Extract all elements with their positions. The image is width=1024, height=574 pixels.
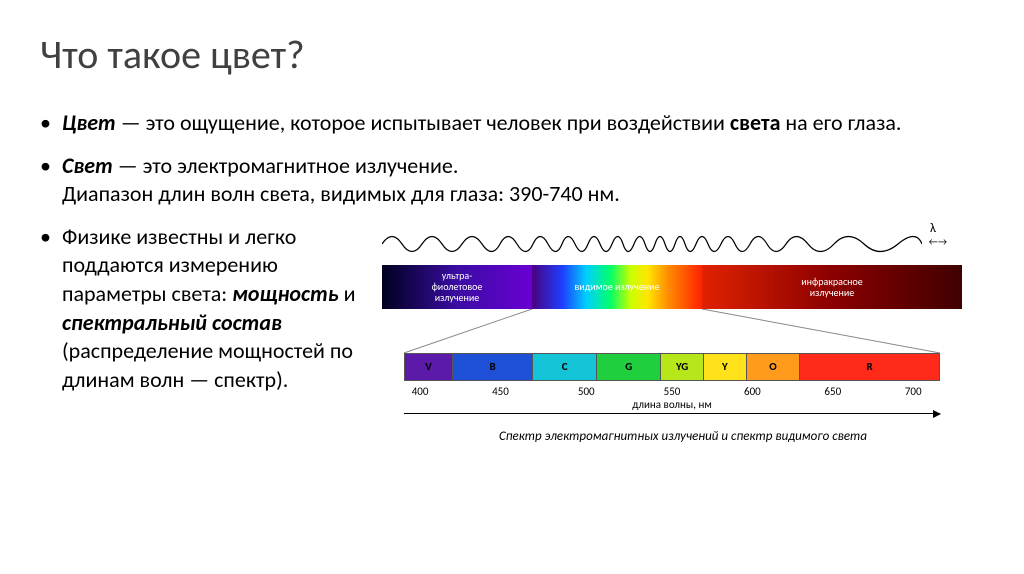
spectrum-figure: λ ← → ультра- фиолетовое излучение видим… <box>382 223 984 444</box>
bullet-3-bold2: спектральный состав <box>62 309 282 336</box>
tick-450: 450 <box>492 385 509 398</box>
term-color: Цвет <box>62 109 116 136</box>
segment-yg: YG <box>661 354 704 380</box>
detail-spectrum-band: VBCGYGYOR <box>404 353 940 381</box>
tick-650: 650 <box>824 385 841 398</box>
bullet-list: Цвет — это ощущение, которое испытывает … <box>40 109 984 209</box>
lambda-arrows: ← → <box>929 235 946 248</box>
projection-lines <box>382 309 962 353</box>
tick-700: 700 <box>905 385 922 398</box>
axis-label: длина волны, нм <box>626 398 718 411</box>
segment-b: B <box>453 354 533 380</box>
uv-band: ультра- фиолетовое излучение <box>382 265 532 309</box>
figure-caption: Спектр электромагнитных излучений и спек… <box>382 429 984 444</box>
uv-label: ультра- фиолетовое излучение <box>432 270 483 303</box>
segment-y: Y <box>704 354 747 380</box>
bullet-1-text-a: — это ощущение, которое испытывает челов… <box>116 109 730 136</box>
segment-o: O <box>747 354 800 380</box>
bullet-3-mid: и <box>339 280 356 307</box>
segment-v: V <box>405 354 453 380</box>
bullet-1-bold: света <box>730 109 781 136</box>
bullet-1: Цвет — это ощущение, которое испытывает … <box>40 109 984 138</box>
ir-band: инфракрасное излучение <box>702 265 962 309</box>
bullet-2-line2: Диапазон длин волн света, видимых для гл… <box>62 180 620 207</box>
term-light: Свет <box>62 152 113 179</box>
bullet-2-text-a: — это электромагнитное излучение. <box>113 152 459 179</box>
segment-r: R <box>800 354 939 380</box>
segment-g: G <box>597 354 661 380</box>
bullet-3: Физике известны и легко поддаются измере… <box>40 223 370 395</box>
bullet-3-rest: (распределение мощностей по длинам волн … <box>62 337 353 393</box>
tick-500: 500 <box>578 385 595 398</box>
lambda-label: λ <box>930 221 936 236</box>
axis-arrow-icon <box>404 413 940 414</box>
ir-label: инфракрасное излучение <box>801 276 863 298</box>
slide-title: Что такое цвет? <box>40 30 984 79</box>
projection-svg <box>382 309 962 353</box>
segment-c: C <box>533 354 597 380</box>
tick-600: 600 <box>744 385 761 398</box>
bullet-list-2: Физике известны и легко поддаются измере… <box>40 223 370 395</box>
wave-icon <box>382 224 922 264</box>
visible-band: видимое излучение <box>532 265 702 309</box>
tick-400: 400 <box>412 385 429 398</box>
bullet-2: Свет — это электромагнитное излучение. Д… <box>40 152 984 209</box>
main-spectrum-band: ультра- фиолетовое излучение видимое изл… <box>382 265 962 309</box>
tick-550: 550 <box>664 385 681 398</box>
bullet-3-bold1: мощность <box>232 280 338 307</box>
axis-row: длина волны, нм <box>404 403 940 423</box>
visible-label: видимое излучение <box>575 280 660 293</box>
bullet-1-text-b: на его глаза. <box>780 109 901 136</box>
